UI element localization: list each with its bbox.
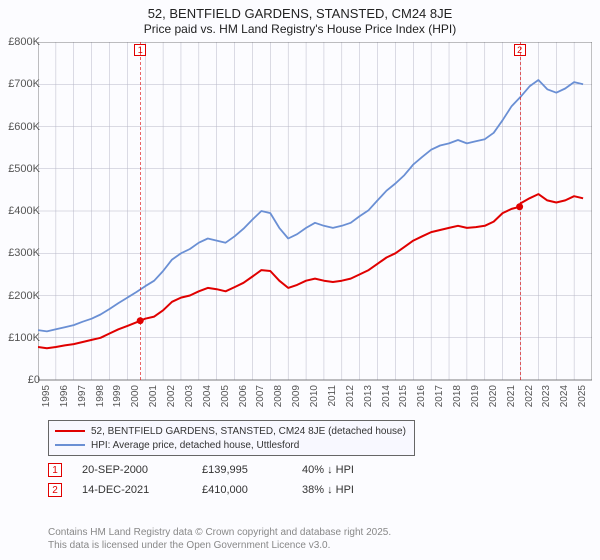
- legend-row: HPI: Average price, detached house, Uttl…: [55, 438, 406, 452]
- xtick-label: 2012: [345, 385, 356, 407]
- footer: Contains HM Land Registry data © Crown c…: [48, 527, 391, 552]
- xtick-label: 2018: [452, 385, 463, 407]
- ytick-label: £400K: [0, 205, 40, 217]
- xtick-label: 2002: [166, 385, 177, 407]
- marker-vline: [520, 42, 521, 380]
- xtick-label: 1995: [41, 385, 52, 407]
- xtick-label: 2017: [434, 385, 445, 407]
- marker-price: £139,995: [202, 464, 302, 476]
- ytick-label: £100K: [0, 332, 40, 344]
- xtick-label: 2022: [524, 385, 535, 407]
- xtick-label: 2004: [202, 385, 213, 407]
- marker-vline: [140, 42, 141, 380]
- legend: 52, BENTFIELD GARDENS, STANSTED, CM24 8J…: [48, 420, 415, 456]
- xtick-label: 2024: [559, 385, 570, 407]
- marker-date: 14-DEC-2021: [82, 484, 202, 496]
- chart-area: [38, 42, 592, 412]
- ytick-label: £0: [0, 374, 40, 386]
- marker-table: 1 20-SEP-2000 £139,995 40% ↓ HPI 2 14-DE…: [48, 460, 402, 500]
- xtick-label: 2000: [130, 385, 141, 407]
- page-title: 52, BENTFIELD GARDENS, STANSTED, CM24 8J…: [0, 6, 600, 21]
- xtick-label: 1997: [77, 385, 88, 407]
- marker-price: £410,000: [202, 484, 302, 496]
- xtick-label: 2006: [238, 385, 249, 407]
- xtick-label: 2003: [184, 385, 195, 407]
- xtick-label: 2001: [148, 385, 159, 407]
- legend-label: HPI: Average price, detached house, Uttl…: [91, 440, 299, 451]
- xtick-label: 2005: [220, 385, 231, 407]
- footer-line: This data is licensed under the Open Gov…: [48, 540, 391, 553]
- marker-delta: 38% ↓ HPI: [302, 484, 402, 496]
- chart-svg: [38, 42, 592, 412]
- marker-row: 2 14-DEC-2021 £410,000 38% ↓ HPI: [48, 480, 402, 500]
- footer-line: Contains HM Land Registry data © Crown c…: [48, 527, 391, 540]
- marker-delta: 40% ↓ HPI: [302, 464, 402, 476]
- xtick-label: 2007: [255, 385, 266, 407]
- title-block: 52, BENTFIELD GARDENS, STANSTED, CM24 8J…: [0, 0, 600, 36]
- legend-row: 52, BENTFIELD GARDENS, STANSTED, CM24 8J…: [55, 424, 406, 438]
- xtick-label: 2014: [381, 385, 392, 407]
- subtitle: Price paid vs. HM Land Registry's House …: [0, 22, 600, 36]
- xtick-label: 2016: [416, 385, 427, 407]
- xtick-label: 2015: [398, 385, 409, 407]
- xtick-label: 2008: [273, 385, 284, 407]
- xtick-label: 1999: [112, 385, 123, 407]
- marker-id-box-icon: 2: [48, 483, 62, 497]
- xtick-label: 2019: [470, 385, 481, 407]
- xtick-label: 2010: [309, 385, 320, 407]
- xtick-label: 2013: [363, 385, 374, 407]
- legend-swatch-icon: [55, 444, 85, 446]
- xtick-label: 2021: [506, 385, 517, 407]
- legend-label: 52, BENTFIELD GARDENS, STANSTED, CM24 8J…: [91, 426, 406, 437]
- xtick-label: 2020: [488, 385, 499, 407]
- marker-id-box-icon: 1: [48, 463, 62, 477]
- xtick-label: 1996: [59, 385, 70, 407]
- ytick-label: £800K: [0, 36, 40, 48]
- marker-row: 1 20-SEP-2000 £139,995 40% ↓ HPI: [48, 460, 402, 480]
- legend-swatch-icon: [55, 430, 85, 432]
- xtick-label: 2023: [541, 385, 552, 407]
- xtick-label: 1998: [95, 385, 106, 407]
- xtick-label: 2009: [291, 385, 302, 407]
- ytick-label: £500K: [0, 163, 40, 175]
- xtick-label: 2025: [577, 385, 588, 407]
- marker-date: 20-SEP-2000: [82, 464, 202, 476]
- ytick-label: £200K: [0, 290, 40, 302]
- ytick-label: £700K: [0, 78, 40, 90]
- ytick-label: £300K: [0, 247, 40, 259]
- ytick-label: £600K: [0, 121, 40, 133]
- xtick-label: 2011: [327, 385, 338, 407]
